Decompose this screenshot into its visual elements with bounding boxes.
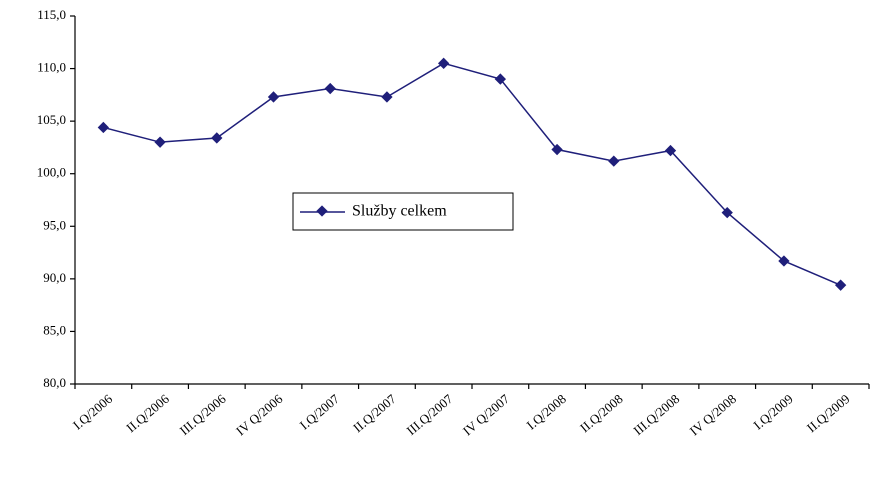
x-tick-label: II.Q/2008 [577, 391, 626, 435]
x-tick-label: II.Q/2009 [804, 391, 853, 435]
y-tick-label: 115,0 [37, 7, 66, 22]
x-tick-label: I.Q/2008 [524, 391, 569, 432]
x-tick-label: III.Q/2008 [630, 391, 682, 438]
point-marker [721, 206, 733, 219]
x-tick-label: II.Q/2006 [123, 391, 172, 436]
y-tick-label: 100,0 [37, 165, 66, 180]
x-tick-label: III.Q/2006 [177, 391, 229, 438]
point-marker [267, 91, 280, 103]
x-tick-label: I.Q/2006 [70, 391, 116, 433]
y-tick-label: 85,0 [43, 322, 66, 337]
series-line [103, 62, 841, 286]
y-tick-label: 90,0 [43, 270, 66, 285]
y-tick-label: 95,0 [43, 217, 66, 232]
y-tick-label: 105,0 [37, 112, 66, 127]
y-tick-label: 80,0 [43, 375, 66, 390]
point-marker [154, 136, 166, 148]
point-marker [778, 255, 790, 267]
point-marker [551, 143, 563, 156]
y-tick-label: 110,0 [37, 60, 66, 75]
x-tick-label: IV Q/2008 [687, 391, 739, 438]
point-marker [608, 155, 620, 167]
x-tick-label: I.Q/2009 [750, 391, 795, 432]
x-tick-label: II.Q/2007 [350, 391, 399, 436]
legend-marker [316, 205, 328, 217]
point-marker [664, 144, 677, 157]
x-tick-label: III.Q/2007 [404, 391, 456, 438]
point-marker [437, 57, 450, 69]
point-marker [834, 279, 847, 291]
x-tick-label: I.Q/2007 [297, 391, 343, 433]
point-marker [381, 91, 393, 103]
point-marker [324, 82, 336, 95]
legend-label: Služby celkem [352, 203, 447, 220]
point-marker [97, 121, 110, 134]
x-tick-label: IV Q/2007 [460, 391, 513, 439]
legend: Služby celkem [292, 192, 514, 231]
x-tick-label: IV Q/2006 [233, 391, 286, 439]
point-marker [211, 132, 223, 144]
